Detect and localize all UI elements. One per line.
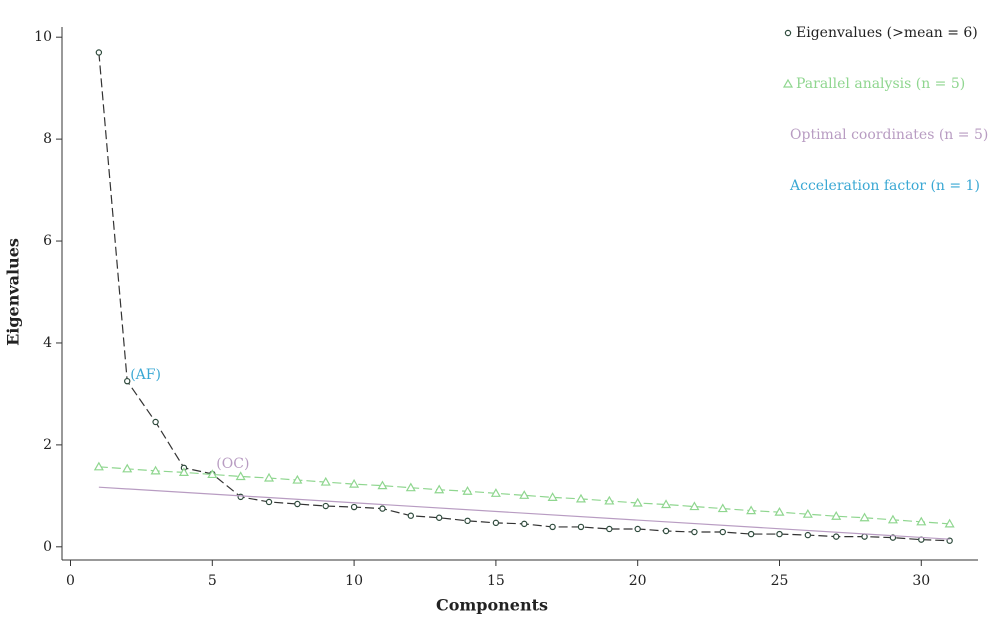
x-tick-label: 30 xyxy=(912,573,930,589)
point xyxy=(492,519,500,527)
y-tick-label: 2 xyxy=(43,437,52,453)
y-tick-label: 0 xyxy=(43,539,52,555)
point xyxy=(294,500,301,508)
point xyxy=(350,503,358,511)
x-axis-label: Components xyxy=(436,596,548,615)
y-axis-label: Eigenvalues xyxy=(4,238,23,346)
y-tick-label: 8 xyxy=(43,131,52,147)
annotation: (OC) xyxy=(216,456,249,472)
point xyxy=(776,530,783,538)
point xyxy=(235,471,246,481)
point xyxy=(263,472,275,482)
y-tick-label: 6 xyxy=(43,233,52,249)
point xyxy=(464,517,471,525)
point xyxy=(719,528,726,536)
point xyxy=(661,499,672,509)
point xyxy=(150,465,161,475)
point xyxy=(462,486,473,495)
point xyxy=(265,498,273,506)
point xyxy=(490,488,501,497)
point xyxy=(632,497,643,507)
point xyxy=(782,78,794,88)
legend-label: Optimal coordinates (n = 5) xyxy=(790,127,988,143)
point xyxy=(434,484,445,494)
point xyxy=(292,474,303,484)
point xyxy=(237,493,244,501)
x-tick-label: 5 xyxy=(208,573,217,589)
point xyxy=(747,530,755,538)
point xyxy=(604,495,615,505)
point xyxy=(606,525,613,533)
point xyxy=(746,505,757,515)
point xyxy=(178,467,189,477)
point xyxy=(575,493,587,503)
x-tick-label: 0 xyxy=(66,573,75,589)
point xyxy=(405,482,416,492)
x-tick-label: 20 xyxy=(629,573,647,589)
point xyxy=(717,503,728,513)
point xyxy=(377,480,388,490)
point xyxy=(519,490,530,499)
point xyxy=(833,533,840,540)
point xyxy=(122,463,133,473)
point xyxy=(379,505,386,512)
point xyxy=(521,520,528,528)
point xyxy=(549,523,556,531)
y-tick-label: 10 xyxy=(34,29,52,45)
point xyxy=(802,508,813,518)
point xyxy=(689,501,700,511)
point xyxy=(320,476,331,486)
point xyxy=(859,512,870,522)
x-tick-label: 25 xyxy=(771,573,789,589)
x-tick-label: 15 xyxy=(487,573,505,589)
point xyxy=(95,49,103,56)
point xyxy=(634,525,641,533)
legend-label: Parallel analysis (n = 5) xyxy=(796,76,965,92)
point xyxy=(944,518,955,528)
series-line xyxy=(98,486,950,540)
point xyxy=(207,469,218,479)
point xyxy=(784,29,792,37)
point xyxy=(124,377,131,385)
point xyxy=(435,514,443,521)
point xyxy=(861,533,868,540)
point xyxy=(804,531,812,539)
point xyxy=(887,514,898,524)
x-tick-label: 10 xyxy=(345,573,363,589)
point xyxy=(577,523,585,531)
point xyxy=(322,502,329,510)
annotation: (AF) xyxy=(130,367,161,383)
point xyxy=(152,418,159,426)
point xyxy=(547,492,558,501)
y-tick-label: 4 xyxy=(43,335,52,351)
point xyxy=(407,512,415,519)
legend-label: Acceleration factor (n = 1) xyxy=(789,178,980,194)
point xyxy=(691,528,698,536)
point xyxy=(831,511,842,520)
point xyxy=(349,478,360,488)
point xyxy=(662,527,670,535)
point xyxy=(916,516,927,526)
point xyxy=(93,461,104,471)
point xyxy=(774,506,785,516)
legend-label: Eigenvalues (>mean = 6) xyxy=(796,25,978,41)
